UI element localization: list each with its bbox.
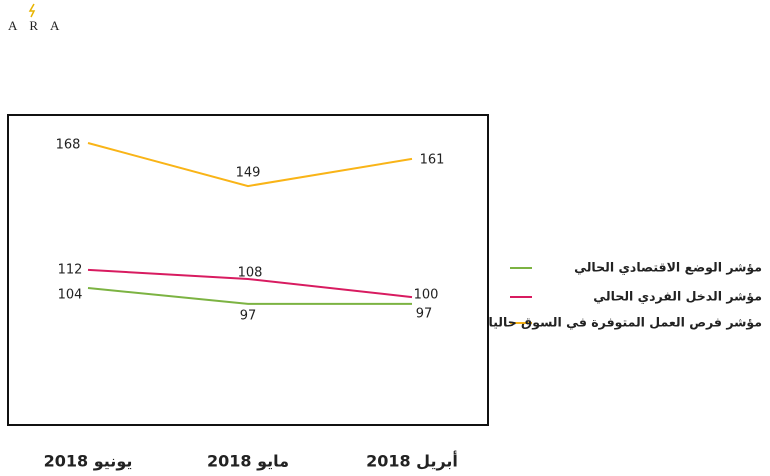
data-label: 100	[414, 288, 439, 303]
data-label: 97	[240, 308, 257, 323]
plot-frame	[7, 114, 489, 426]
logo-icon	[28, 3, 36, 18]
x-tick-label: أبريل 2018	[366, 451, 458, 471]
series-line	[87, 142, 413, 188]
data-label: 168	[56, 138, 81, 153]
data-label: 104	[58, 288, 83, 303]
legend-label: مؤشر الدخل الفردي الحالي	[593, 289, 762, 304]
logo: ARA	[8, 18, 71, 33]
data-label: 161	[420, 152, 445, 167]
data-label: 149	[236, 166, 261, 181]
legend-label: مؤشر فرص العمل المتوفرة في السوق حاليا	[489, 315, 762, 330]
data-label: 97	[416, 306, 433, 321]
x-tick-label: مايو 2018	[207, 452, 289, 471]
series-line	[87, 287, 412, 305]
series-line	[87, 268, 413, 299]
x-tick-label: يونيو 2018	[44, 452, 133, 471]
legend-label: مؤشر الوضع الاقتصادي الحالي	[574, 260, 762, 275]
data-label: 112	[58, 262, 83, 277]
data-label: 108	[238, 265, 263, 280]
